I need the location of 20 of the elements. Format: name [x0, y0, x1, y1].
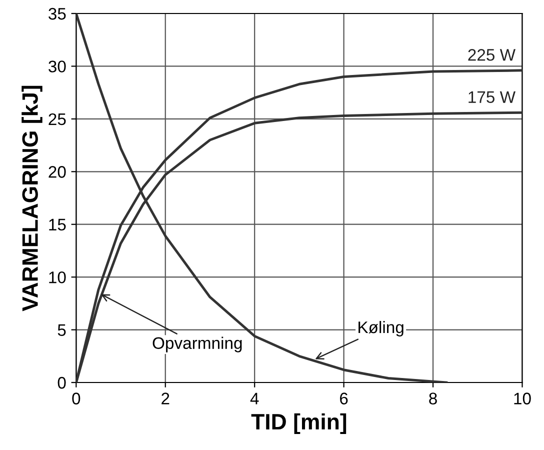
y-tick-label: 20: [48, 166, 66, 178]
annotation: Køling: [358, 320, 404, 336]
x-tick-label: 8: [429, 392, 437, 404]
y-tick-label: 5: [58, 324, 66, 336]
x-tick-label: 10: [514, 392, 531, 404]
y-tick-label: 15: [49, 218, 66, 231]
x-tick-label: 6: [340, 392, 348, 404]
y-tick-label: 25: [48, 113, 66, 126]
x-tick-label: 4: [250, 392, 259, 404]
x-tick-label: 2: [162, 392, 170, 404]
y-axis-title: VARMELAGRING [kJ]: [22, 86, 42, 312]
y-tick-label: 0: [58, 376, 66, 389]
series-label: 175 W: [468, 91, 516, 103]
x-tick-label: 0: [72, 392, 80, 404]
series-label: 225 W: [468, 49, 516, 61]
y-tick-label: 30: [48, 60, 66, 72]
annotation: Opvarmning: [152, 336, 242, 352]
x-axis-title: TID [min]: [251, 413, 346, 434]
y-tick-label: 35: [48, 8, 66, 20]
y-tick-label: 10: [49, 271, 66, 284]
